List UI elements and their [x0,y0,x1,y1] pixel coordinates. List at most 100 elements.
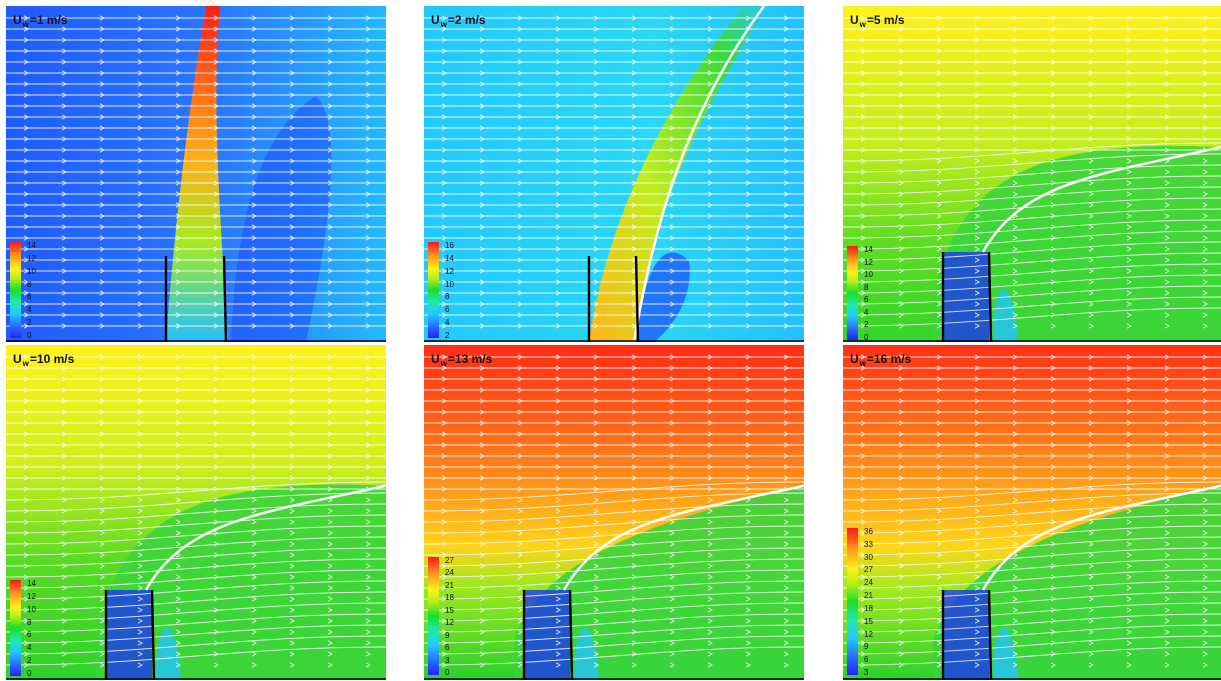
streamline [843,252,1221,272]
streamline-arrow [289,519,295,525]
streamline-arrow [555,629,561,635]
streamline-arrow [898,81,904,87]
streamline-arrow [289,431,295,437]
streamline-arrow [1164,180,1170,186]
streamline [843,558,1221,578]
streamline-arrow [99,125,105,131]
streamline-arrow [1012,290,1018,296]
streamline-arrow [593,147,599,153]
title-subscript: w [440,20,447,29]
streamline-arrow [555,442,561,448]
streamline-arrow [1050,103,1056,109]
streamline-arrow [517,70,523,76]
streamline-arrow [1202,246,1208,252]
streamline-arrow [1202,191,1208,197]
streamline-arrow [898,354,904,360]
streamline-arrow [707,15,713,21]
streamline-arrow [289,147,295,153]
streamline-arrow [669,70,675,76]
streamline-arrow [1012,662,1018,668]
streamline-arrow [213,662,219,668]
streamline-arrow [327,464,333,470]
streamline-arrow [898,191,904,197]
streamline-arrow [1050,376,1056,382]
streamline-arrow [99,629,105,635]
streamline-arrow [555,37,561,43]
streamline-arrow [289,541,295,547]
streamline-arrow [1202,453,1208,459]
streamline-arrow [745,81,751,87]
streamline-arrow [783,552,789,558]
streamline-arrow [898,224,904,230]
streamline-arrow [61,640,67,646]
streamline-arrow [175,662,181,668]
streamline-arrow [1126,59,1132,65]
streamline-arrow [441,147,447,153]
streamline-arrow [327,279,333,285]
streamline-arrow [137,563,143,569]
streamline-arrow [631,202,637,208]
streamline-arrow [327,431,333,437]
streamline-arrow [1088,125,1094,131]
streamline-arrow [783,618,789,624]
streamline-arrow [860,354,866,360]
streamline-arrow [517,37,523,43]
streamline-arrow [365,530,371,536]
panel-title: Uw=1 m/s [13,13,68,29]
streamline-arrow [860,541,866,547]
streamline-arrow [441,70,447,76]
streamline-arrow [1202,365,1208,371]
streamline-arrow [1012,224,1018,230]
streamline-arrow [555,26,561,32]
streamline-arrow [327,475,333,481]
streamline-arrow [1202,15,1208,21]
streamline-arrow [23,552,29,558]
streamline-arrow [1164,92,1170,98]
streamline-arrow [593,486,599,492]
streamline-arrow [289,618,295,624]
streamline-arrow [175,125,181,131]
streamline-arrow [745,618,751,624]
streamline-arrow [61,453,67,459]
streamline-arrow [936,136,942,142]
streamline-arrow [555,290,561,296]
streamline-arrow [974,541,980,547]
streamline-arrow [289,563,295,569]
streamline-arrow [175,81,181,87]
streamline-arrow [1164,191,1170,197]
cavity-flow [993,289,1018,342]
streamline-arrow [479,235,485,241]
streamline-arrow [555,312,561,318]
streamline-arrow [1126,136,1132,142]
streamline-arrow [669,92,675,98]
streamline-arrow [707,530,713,536]
colorbar-tick-label: 10 [27,604,36,614]
streamline-arrow [593,497,599,503]
streamline-arrow [1050,26,1056,32]
streamline-arrow [707,552,713,558]
streamline-arrow [860,508,866,514]
streamline-arrow [61,387,67,393]
streamline-arrow [745,607,751,613]
streamline-arrow [1202,312,1208,318]
streamline-arrow [669,508,675,514]
streamline-arrow [365,475,371,481]
streamline-arrow [61,202,67,208]
streamline-arrow [1012,475,1018,481]
streamline-arrow [61,48,67,54]
streamline-arrow [898,301,904,307]
streamline-arrow [1012,618,1018,624]
colorbar-tick-label: 2 [27,318,32,328]
streamline-arrow [745,519,751,525]
streamline-arrow [974,607,980,613]
streamline-arrow [289,574,295,580]
streamline-arrow [669,114,675,120]
streamline-arrow [441,158,447,164]
streamline-arrow [1050,323,1056,329]
streamline-arrow [61,409,67,415]
streamline-arrow [517,629,523,635]
streamline-plot [424,345,804,680]
streamline-arrow [365,629,371,635]
streamline-arrow [593,585,599,591]
streamline-arrow [669,268,675,274]
